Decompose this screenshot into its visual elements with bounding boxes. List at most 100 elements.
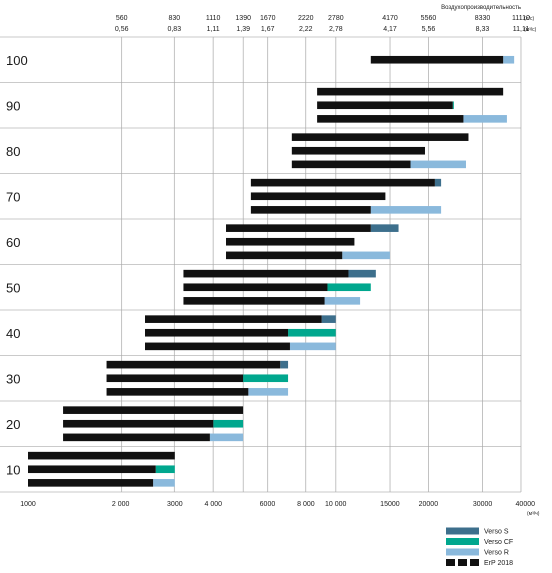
bar-erp-2018 [145, 342, 290, 351]
x-tick-label: 20000 [419, 501, 439, 508]
top-tick-ms: 1,11 [207, 26, 220, 33]
bar-erp-2018 [226, 224, 371, 232]
top-tick-ls: 2220 [298, 15, 314, 22]
bar-erp-2018 [226, 237, 355, 246]
bar-erp-2018 [291, 146, 425, 155]
bar-verso-s [321, 315, 336, 323]
legend-label: Verso R [484, 550, 509, 557]
bar-erp-2018 [145, 315, 322, 323]
legend-swatch-cf [446, 538, 479, 545]
size-label: 60 [6, 235, 20, 250]
bar-erp-2018 [63, 406, 244, 414]
top-tick-ls: 2780 [328, 15, 344, 22]
x-tick-label: 8 000 [297, 501, 315, 508]
size-label: 90 [6, 98, 20, 113]
bar-verso-r [324, 297, 361, 305]
top-tick-ms: 0,56 [115, 26, 129, 33]
size-label: 30 [6, 371, 20, 386]
top-tick-ls: 830 [168, 15, 180, 22]
top-unit-ms: (м³/с) [524, 27, 537, 33]
legend-swatch-s [446, 527, 479, 535]
top-tick-ms: 5,56 [422, 26, 436, 33]
bar-erp-2018 [28, 465, 156, 474]
legend-swatch-erp [470, 559, 479, 566]
bar-erp-2018 [291, 160, 411, 169]
bar-verso-r [410, 160, 466, 169]
bar-erp-2018 [106, 388, 249, 396]
chart-bars [28, 55, 515, 487]
bar-verso-r [289, 342, 336, 351]
bar-verso-s [348, 269, 376, 278]
top-tick-ms: 1,39 [236, 26, 250, 33]
bar-erp-2018 [226, 251, 343, 260]
bar-erp-2018 [145, 328, 289, 337]
top-tick-ls: 4170 [382, 15, 398, 22]
top-tick-ms: 2,78 [329, 26, 343, 33]
x-unit-label: (м³/ч) [527, 511, 540, 517]
legend-swatch-r [446, 548, 479, 556]
bar-erp-2018 [63, 433, 210, 442]
chart-legend: Verso S Verso CF Verso R ErP 2018 [446, 527, 513, 567]
top-tick-ms: 4,17 [383, 26, 397, 33]
x-tick-label: 15000 [380, 501, 400, 508]
bar-erp-2018 [183, 283, 328, 292]
bar-verso-cf [288, 328, 336, 337]
chart-labels: Воздухопроизводительность 560 0,56 830 0,83 1… [6, 5, 540, 517]
x-tick-label: 30000 [473, 501, 493, 508]
bar-erp-2018 [317, 101, 453, 110]
x-tick-label: 10 000 [325, 501, 347, 508]
top-tick-ls: 11110 [512, 15, 530, 22]
bar-verso-r [370, 206, 442, 214]
size-label: 10 [6, 462, 20, 477]
bar-verso-r [463, 115, 507, 123]
bar-erp-2018 [317, 87, 504, 96]
x-tick-label: 1000 [20, 501, 36, 508]
bar-erp-2018 [106, 360, 281, 369]
legend-swatch-erp [458, 559, 467, 566]
top-tick-ls: 1110 [206, 15, 221, 22]
bar-erp-2018 [250, 178, 435, 187]
bar-verso-s [434, 178, 442, 187]
legend-label: ErP 2018 [484, 560, 513, 567]
top-tick-ms: 2,22 [299, 26, 313, 33]
size-label: 100 [6, 53, 28, 68]
x-tick-label: 6000 [260, 501, 276, 508]
bar-verso-cf [327, 283, 371, 292]
bar-verso-r [503, 55, 515, 64]
chart-grid [0, 36, 522, 493]
bar-erp-2018 [291, 133, 469, 141]
bar-verso-r [209, 433, 244, 442]
bar-erp-2018 [370, 55, 504, 64]
size-label: 70 [6, 189, 20, 204]
top-unit-ls: (л/с) [524, 16, 534, 22]
size-label: 50 [6, 280, 20, 295]
top-tick-ms: 0,83 [167, 26, 181, 33]
top-axis-title: Воздухопроизводительность [441, 5, 521, 11]
bar-erp-2018 [28, 451, 175, 460]
bar-erp-2018 [183, 297, 325, 305]
bar-verso-r [248, 388, 289, 396]
top-tick-ls: 5560 [421, 15, 437, 22]
bar-verso-r [153, 479, 175, 487]
x-tick-label: 4 000 [205, 501, 223, 508]
bar-erp-2018 [250, 206, 371, 214]
size-label: 20 [6, 417, 20, 432]
bar-erp-2018 [28, 479, 154, 487]
size-label: 80 [6, 144, 20, 159]
bar-verso-r [342, 251, 390, 260]
bar-verso-s [280, 360, 289, 369]
top-tick-ms: 11,11 [513, 26, 530, 33]
top-tick-ls: 1390 [235, 15, 251, 22]
bar-erp-2018 [106, 374, 244, 383]
legend-label: Verso CF [484, 539, 513, 546]
top-tick-ls: 8330 [475, 15, 491, 22]
bar-verso-cf [213, 419, 244, 428]
size-label: 40 [6, 326, 20, 341]
x-tick-label: 40000 [516, 501, 536, 508]
top-tick-ls: 560 [116, 15, 128, 22]
bar-erp-2018 [317, 115, 464, 123]
x-tick-label: 3000 [167, 501, 183, 508]
top-tick-ms: 8,33 [476, 26, 490, 33]
bar-verso-cf [155, 465, 175, 474]
